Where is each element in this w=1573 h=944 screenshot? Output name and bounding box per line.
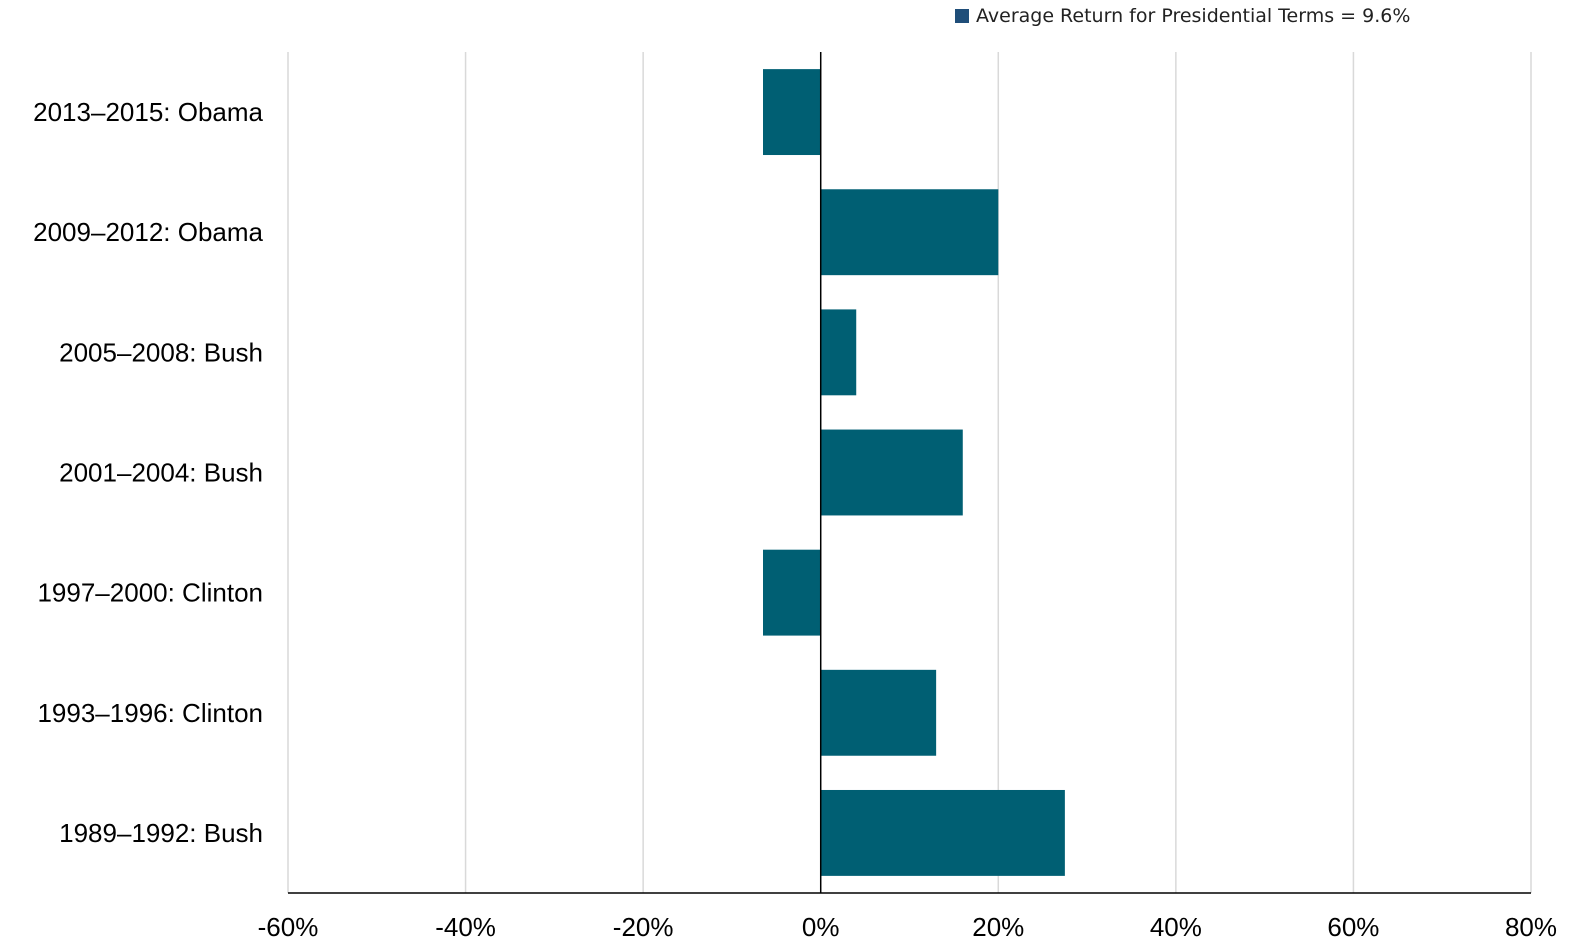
x-tick-label: 80% bbox=[1505, 912, 1557, 942]
category-label: 1997–2000: Clinton bbox=[37, 578, 263, 608]
x-tick-label: 40% bbox=[1150, 912, 1202, 942]
gridlines bbox=[287, 52, 1532, 893]
category-label: 1993–1996: Clinton bbox=[37, 698, 263, 728]
x-tick-label: -20% bbox=[613, 912, 674, 942]
legend-swatch bbox=[955, 9, 969, 23]
bar bbox=[820, 189, 999, 276]
category-labels: 2013–2015: Obama 2009–2012: Obama 2005–200… bbox=[33, 97, 263, 848]
axes bbox=[288, 52, 1531, 894]
bar bbox=[820, 789, 1065, 876]
x-tick-label: 0% bbox=[802, 912, 840, 942]
legend-label: Average Return for Presidential Terms = … bbox=[976, 5, 1411, 27]
bar bbox=[763, 69, 821, 156]
bars bbox=[763, 69, 1065, 876]
bar bbox=[763, 549, 821, 636]
bar bbox=[820, 429, 963, 516]
x-tick-label: -60% bbox=[258, 912, 319, 942]
x-tick-label: -40% bbox=[435, 912, 496, 942]
category-label: 1989–1992: Bush bbox=[59, 818, 263, 848]
bar bbox=[820, 669, 937, 756]
bar bbox=[820, 309, 857, 396]
category-label: 2005–2008: Bush bbox=[59, 337, 263, 367]
x-tick-labels: -60% -40% -20% 0% 20% 40% 60% 80% bbox=[258, 912, 1557, 942]
legend: Average Return for Presidential Terms = … bbox=[955, 4, 1410, 28]
category-label: 2013–2015: Obama bbox=[33, 97, 263, 127]
category-label: 2001–2004: Bush bbox=[59, 458, 263, 488]
x-tick-label: 60% bbox=[1327, 912, 1379, 942]
category-label: 2009–2012: Obama bbox=[33, 217, 263, 247]
x-tick-label: 20% bbox=[972, 912, 1024, 942]
